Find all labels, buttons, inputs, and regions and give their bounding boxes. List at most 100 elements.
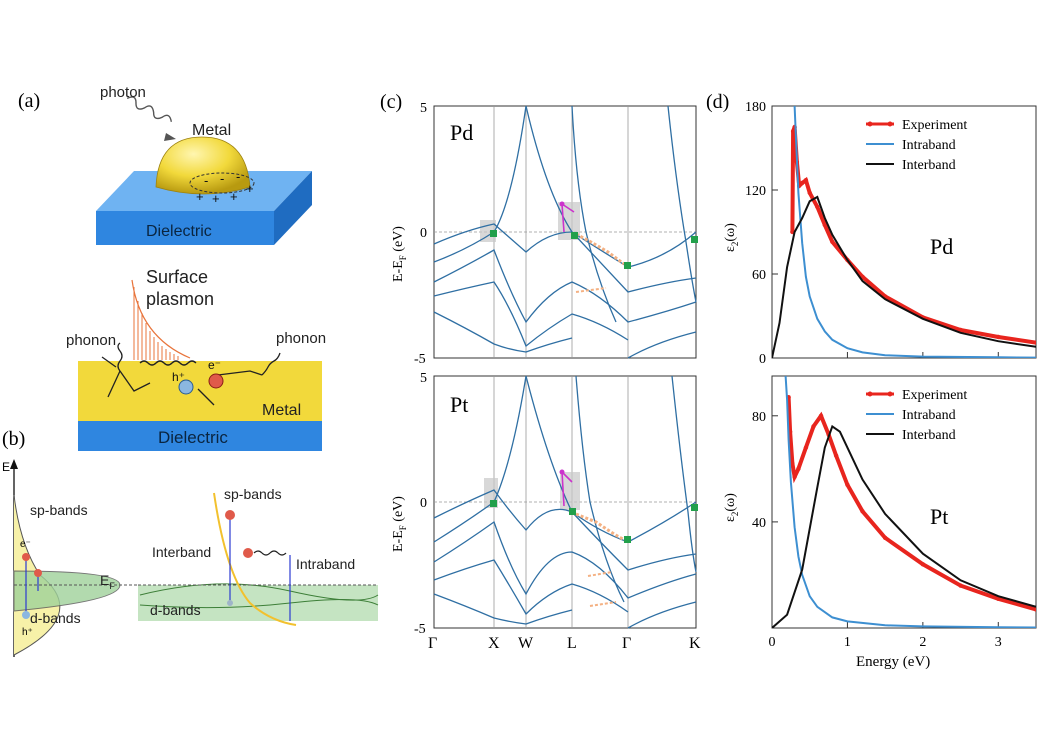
pt-highlight-l: [560, 472, 580, 510]
pd-ytick-label: 0: [759, 352, 766, 367]
pt-xtick-label: 2: [919, 635, 926, 650]
svg-text:+: +: [196, 189, 204, 204]
hole-label: h⁺: [172, 370, 185, 384]
k-point-gamma-2: Γ: [622, 635, 631, 652]
pt-legend-marker: [887, 391, 893, 397]
hole-b: [22, 611, 30, 619]
pt-ytick-5: 5: [420, 371, 427, 386]
pt-eps-suffix: (ω): [723, 493, 738, 512]
pd-exp-point: [803, 178, 809, 183]
k-point-l: L: [567, 635, 577, 652]
pt-exp-point: [803, 445, 809, 450]
dielectric-slab-side: [274, 171, 312, 245]
plasmon-field: [133, 287, 179, 360]
pt-legend-label: Interband: [902, 428, 956, 443]
k-point-w: W: [518, 635, 534, 652]
fermi-label: EF: [100, 572, 115, 591]
pd-dot-x: [490, 230, 497, 237]
electron-label: e⁻: [208, 358, 221, 372]
pt-ytick-label: 80: [752, 410, 766, 425]
sp-bands-right-label: sp-bands: [224, 486, 282, 502]
pd-exp-point: [815, 204, 820, 209]
pd-eps-sub: 2: [730, 242, 740, 247]
pt-exp-point: [860, 509, 865, 514]
pd-series-group: [772, 106, 1036, 358]
pd-band-plot: Pd: [433, 105, 698, 359]
pd-ytick-label: 60: [752, 268, 766, 283]
panel-d: (d) ε2(ω) ε2(ω) Energy (eV) 060120180Exp…: [706, 91, 1037, 670]
photon-label: photon: [100, 84, 146, 101]
pt-band-plot: Pt: [433, 375, 698, 629]
pt-plot-frame: [771, 375, 1037, 629]
d-band-curve-2: [139, 598, 379, 609]
interband-hole: [227, 600, 233, 606]
pt-exp-point: [796, 466, 801, 472]
svg-text:+: +: [230, 189, 238, 204]
svg-text:-: -: [236, 169, 240, 184]
pt-line-interband: [772, 424, 1036, 628]
fermi-e: E: [100, 572, 109, 588]
pt-dot-k: [691, 504, 698, 511]
sp-band-curve: [213, 492, 297, 626]
pt-exp-point: [792, 474, 797, 479]
pt-exp-point: [882, 535, 888, 541]
metal-label-bottom: Metal: [262, 402, 301, 419]
svg-text:+: +: [212, 191, 220, 206]
surface-plasmon-label-2: plasmon: [146, 289, 214, 309]
scatter-paths: [101, 342, 281, 406]
pt-bands: [433, 375, 697, 629]
energy-xlabel: Energy (eV): [856, 654, 930, 670]
pt-ytick-m5: -5: [414, 622, 426, 637]
svg-text:-: -: [204, 173, 208, 188]
k-point-k: K: [689, 635, 701, 652]
pt-exp-point: [811, 424, 816, 429]
pd-legend-marker: [887, 121, 893, 127]
electron-b: [22, 553, 30, 561]
pt-xtick-label: 0: [769, 635, 776, 650]
pt-exp-point: [833, 453, 839, 458]
pt-dot-l: [569, 508, 576, 515]
pd-dot-l: [571, 232, 578, 239]
intraband-squiggle: [253, 550, 287, 556]
pt-exp-point: [818, 413, 824, 418]
pt-exp-point: [845, 482, 850, 487]
hole-b-label: h⁺: [22, 627, 33, 638]
pd-ytick-label: 180: [745, 100, 766, 115]
d-bands-right-label: d-bands: [150, 602, 201, 618]
dielectric-label-top: Dielectric: [146, 223, 212, 240]
sp-bands-label: sp-bands: [30, 502, 88, 518]
hole-particle: [178, 379, 194, 395]
pt-epsilon-chart: 40 80 0 1 2 3 Experiment Intraband Interband Pt: [752, 375, 1037, 650]
fermi-sub: F: [109, 581, 115, 591]
pd-exp-point: [799, 180, 805, 186]
pd-ylabel-unit: (eV): [391, 226, 406, 255]
electron-b-label: e⁻: [20, 539, 31, 550]
pd-exp-point: [790, 129, 796, 134]
pt-ylabel: E-EF (eV): [391, 496, 408, 552]
dielectric-label-bottom: Dielectric: [158, 428, 228, 447]
dielectric-slab-bottom: [78, 421, 322, 451]
pd-exp-point: [822, 222, 827, 228]
phonon-label-left: phonon: [66, 332, 116, 349]
charge-cloud: [189, 172, 255, 194]
pd-legend-marker: [867, 121, 873, 127]
svg-text:+: +: [246, 181, 254, 196]
surface-plasmon-label-1: Surface: [146, 267, 208, 287]
pt-epsilon-ylabel: ε2(ω): [723, 493, 740, 522]
pd-exp-point: [1033, 340, 1036, 345]
pt-ytick-label: 40: [752, 516, 766, 531]
pd-material-label: Pd: [930, 234, 953, 259]
interband-electron: [225, 510, 235, 520]
pt-label: Pt: [450, 392, 468, 417]
pt-material-label: Pt: [930, 504, 948, 529]
panel-a-label: (a): [18, 90, 40, 112]
charges: + + ++ ---: [196, 169, 254, 206]
interband-label: Interband: [152, 544, 211, 560]
pt-xtick-label: 3: [995, 635, 1002, 650]
panel-c-label: (c): [380, 91, 402, 113]
pd-ytick-m5: -5: [414, 352, 426, 367]
panel-b-label: (b): [2, 428, 25, 450]
pd-line-interband: [772, 195, 1036, 358]
pd-exp-point: [958, 327, 963, 333]
pd-ytick-0: 0: [420, 226, 427, 241]
